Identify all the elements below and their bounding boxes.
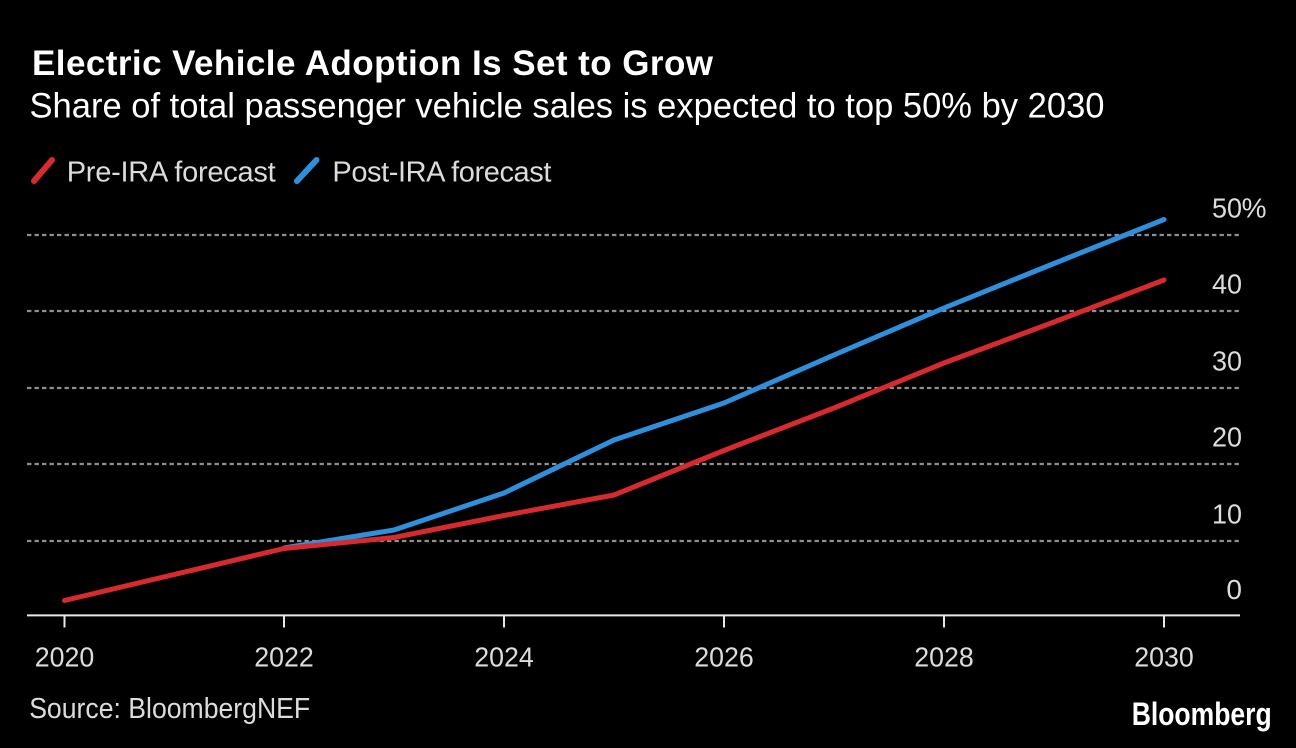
svg-text:2026: 2026	[694, 642, 754, 673]
svg-text:Post-IRA forecast: Post-IRA forecast	[332, 156, 551, 188]
svg-text:0: 0	[1226, 574, 1242, 605]
svg-text:Electric Vehicle Adoption Is S: Electric Vehicle Adoption Is Set to Grow	[32, 44, 714, 83]
svg-text:Source: BloombergNEF: Source: BloombergNEF	[29, 693, 310, 725]
svg-text:Bloomberg: Bloomberg	[1132, 696, 1272, 732]
svg-text:10: 10	[1212, 499, 1242, 530]
svg-text:%: %	[1242, 193, 1267, 224]
svg-text:2030: 2030	[1134, 642, 1194, 673]
svg-text:40: 40	[1212, 269, 1242, 300]
svg-text:20: 20	[1212, 422, 1242, 453]
svg-text:2020: 2020	[35, 642, 95, 673]
svg-text:2028: 2028	[914, 642, 974, 673]
svg-text:Share of total passenger vehic: Share of total passenger vehicle sales i…	[30, 86, 1105, 125]
svg-text:2022: 2022	[254, 642, 314, 673]
svg-text:2024: 2024	[474, 642, 534, 673]
svg-text:50: 50	[1212, 193, 1242, 224]
svg-text:Pre-IRA forecast: Pre-IRA forecast	[67, 156, 276, 188]
svg-text:30: 30	[1212, 346, 1242, 377]
